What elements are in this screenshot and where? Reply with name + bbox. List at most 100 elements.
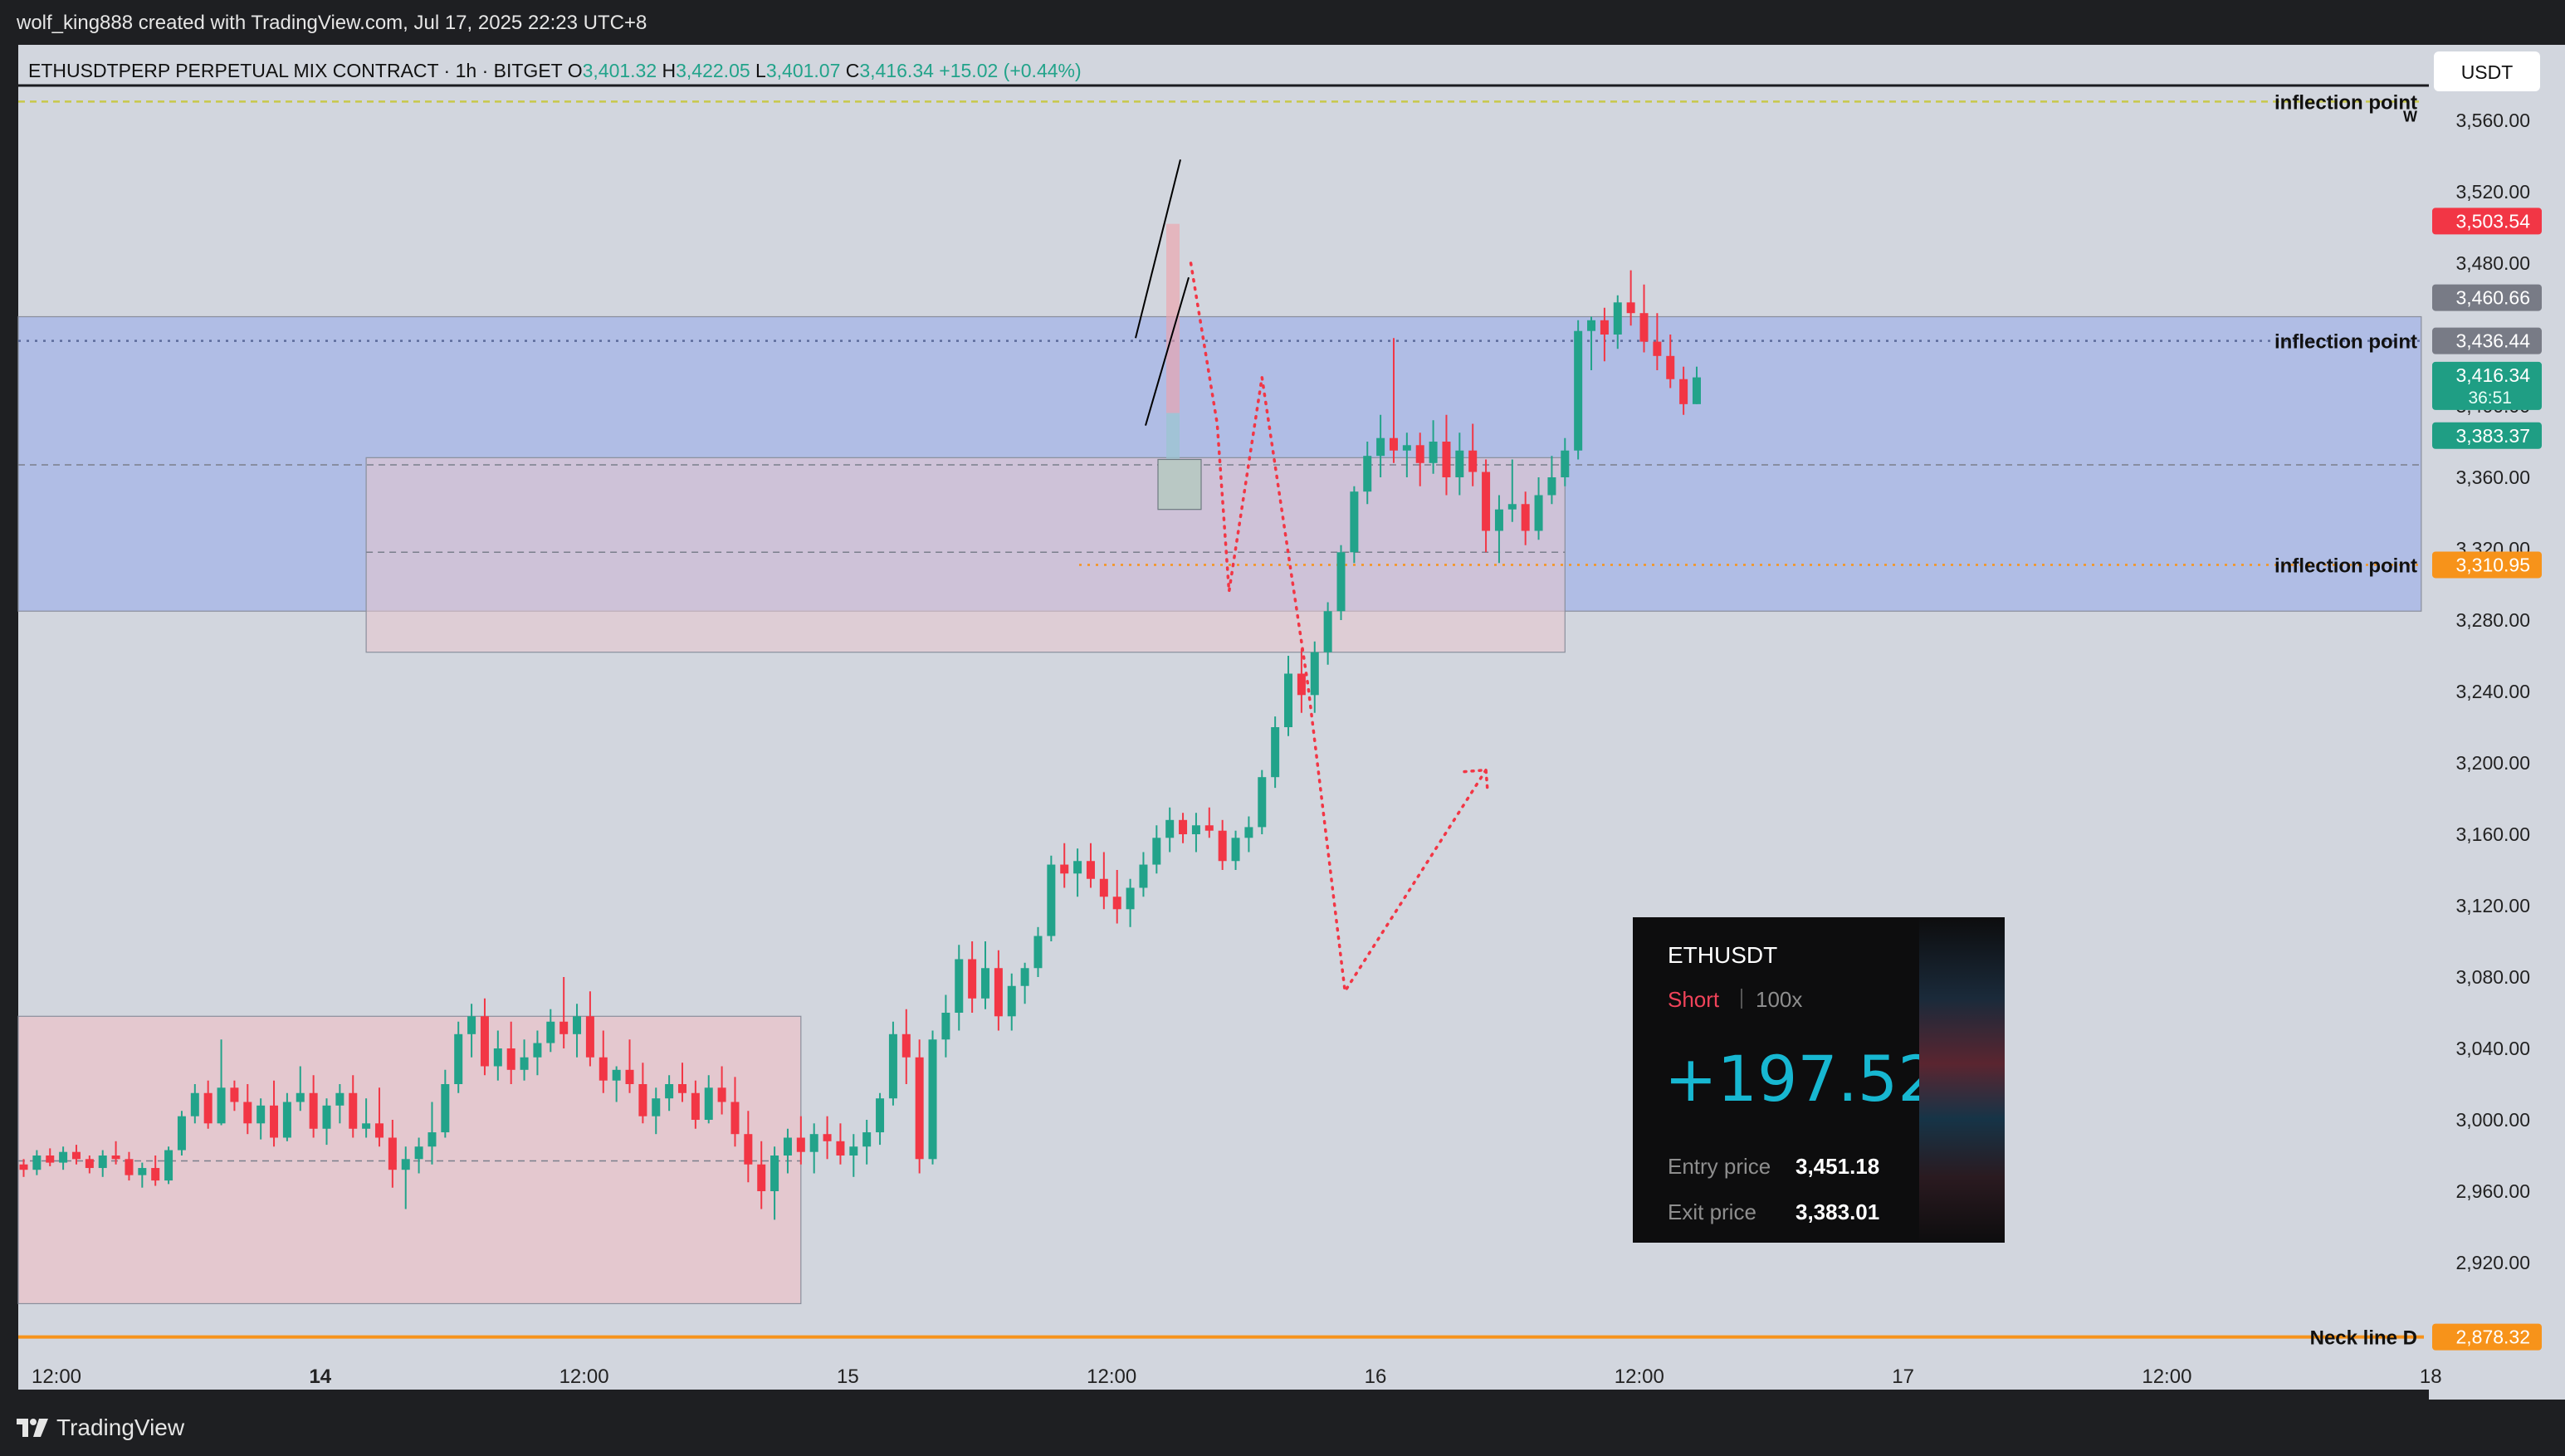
price-badge bbox=[2432, 551, 2542, 579]
candle-body bbox=[493, 1048, 502, 1067]
price-badge bbox=[2432, 422, 2542, 449]
candle bbox=[138, 1162, 147, 1188]
candle bbox=[652, 1087, 661, 1135]
candle bbox=[1482, 459, 1491, 553]
x-tick-label: 18 bbox=[2420, 1366, 2442, 1388]
candle bbox=[1350, 486, 1359, 564]
y-tick-label: 3,000.00 bbox=[2455, 1109, 2530, 1131]
candle bbox=[1547, 456, 1556, 505]
legend-h: 3,422.05 bbox=[676, 60, 750, 81]
candle-body bbox=[1060, 864, 1069, 874]
candle bbox=[59, 1146, 68, 1170]
candle-body bbox=[322, 1105, 331, 1129]
candle-body bbox=[770, 1156, 779, 1191]
candle bbox=[1653, 313, 1662, 370]
candle bbox=[282, 1092, 291, 1141]
candle-body bbox=[533, 1043, 542, 1058]
short-risk-box bbox=[1166, 223, 1180, 413]
candle bbox=[1060, 843, 1069, 888]
candle-body bbox=[876, 1098, 885, 1133]
card-artwork bbox=[1919, 917, 2005, 1243]
candle-body bbox=[809, 1134, 818, 1152]
candle-body bbox=[573, 1016, 582, 1034]
candle bbox=[1429, 420, 1438, 474]
candle bbox=[296, 1066, 305, 1112]
y-tick-label: 3,240.00 bbox=[2455, 681, 2530, 702]
currency-button[interactable] bbox=[2434, 51, 2540, 91]
candle bbox=[111, 1141, 120, 1165]
candle-body bbox=[1218, 830, 1227, 862]
candle-body bbox=[520, 1057, 529, 1070]
x-tick-label: 17 bbox=[1892, 1366, 1914, 1388]
candle-body bbox=[203, 1092, 213, 1124]
price-chart[interactable]: inflection point inflection point Neck lin… bbox=[0, 45, 2565, 1400]
candle-body bbox=[1284, 673, 1293, 727]
candle-body bbox=[968, 959, 977, 999]
top-bar: wolf_king888 created with TradingView.co… bbox=[0, 0, 2565, 45]
x-tick-label: 12:00 bbox=[559, 1366, 609, 1388]
candle bbox=[414, 1137, 423, 1174]
candle bbox=[1047, 855, 1056, 941]
candle bbox=[1258, 770, 1267, 834]
symbol-legend: ETHUSDTPERP PERPETUAL MIX CONTRACT · 1h … bbox=[28, 60, 1082, 81]
candle-body bbox=[862, 1132, 872, 1147]
candle-body bbox=[678, 1084, 686, 1093]
candle bbox=[981, 941, 990, 1009]
candle bbox=[71, 1145, 81, 1165]
candle-body bbox=[243, 1102, 252, 1124]
candle bbox=[1139, 852, 1148, 897]
candle bbox=[19, 1159, 28, 1177]
legend-interval: 1h bbox=[456, 60, 477, 81]
candle-body bbox=[1271, 727, 1280, 778]
candle bbox=[1336, 545, 1346, 620]
candle bbox=[1126, 878, 1135, 927]
candle-body bbox=[638, 1084, 647, 1116]
tradingview-name: TradingView bbox=[56, 1414, 185, 1440]
candle bbox=[1521, 491, 1530, 545]
candle bbox=[717, 1066, 726, 1115]
candle-body bbox=[1600, 320, 1609, 335]
candle-body bbox=[717, 1087, 726, 1102]
x-tick-label: 12:00 bbox=[2142, 1366, 2191, 1388]
level-sublabel: W bbox=[2403, 108, 2417, 125]
candle bbox=[625, 1039, 634, 1093]
candle bbox=[243, 1084, 252, 1135]
candle bbox=[1099, 852, 1108, 910]
candle-body bbox=[1363, 456, 1372, 492]
candle-body bbox=[652, 1098, 661, 1116]
candle-body bbox=[177, 1116, 186, 1151]
candle bbox=[941, 994, 950, 1058]
y-tick-label: 3,080.00 bbox=[2455, 966, 2530, 988]
card-leverage: 100x bbox=[1756, 987, 1803, 1012]
candle-body bbox=[480, 1016, 489, 1067]
candle-body bbox=[1692, 377, 1701, 404]
candle bbox=[1284, 656, 1293, 736]
candle-body bbox=[1415, 445, 1424, 463]
candle-body bbox=[467, 1016, 476, 1034]
legend-l: 3,401.07 bbox=[766, 60, 841, 81]
candle-body bbox=[335, 1092, 344, 1106]
level-label: inflection point bbox=[2274, 555, 2417, 577]
candle bbox=[928, 1030, 937, 1165]
candle bbox=[1376, 414, 1385, 477]
candle-body bbox=[111, 1156, 120, 1160]
candle bbox=[796, 1116, 805, 1165]
price-badge bbox=[2432, 1323, 2542, 1351]
candle bbox=[1494, 495, 1503, 564]
candle-body bbox=[1179, 819, 1188, 834]
candle-body bbox=[59, 1151, 68, 1163]
candle bbox=[809, 1123, 818, 1174]
candle bbox=[1415, 432, 1424, 486]
candle-body bbox=[1389, 437, 1398, 451]
candle bbox=[638, 1063, 647, 1124]
candle-body bbox=[349, 1092, 358, 1129]
tradingview-logo[interactable]: TradingView bbox=[17, 1414, 184, 1441]
consolidation-box bbox=[1157, 458, 1202, 511]
candle-body bbox=[1679, 379, 1688, 404]
candle bbox=[401, 1146, 410, 1209]
candle bbox=[1363, 442, 1372, 505]
candle-body bbox=[71, 1151, 81, 1160]
candle bbox=[1507, 459, 1517, 522]
candle bbox=[230, 1080, 239, 1112]
y-tick-label: 2,920.00 bbox=[2455, 1252, 2530, 1273]
